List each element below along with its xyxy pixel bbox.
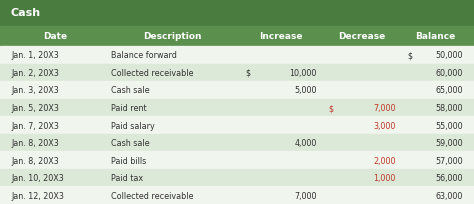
Text: 7,000: 7,000 [373, 103, 395, 112]
Bar [0, 64, 474, 82]
Text: Cash: Cash [10, 8, 41, 18]
Text: Jan. 10, 20X3: Jan. 10, 20X3 [11, 173, 64, 182]
Text: Jan. 7, 20X3: Jan. 7, 20X3 [11, 121, 59, 130]
Text: 63,000: 63,000 [435, 191, 463, 200]
Text: 50,000: 50,000 [435, 51, 463, 60]
Bar [0, 169, 474, 186]
Text: Paid tax: Paid tax [111, 173, 143, 182]
Text: Collected receivable: Collected receivable [111, 69, 193, 78]
Bar [0, 134, 474, 152]
Text: Jan. 12, 20X3: Jan. 12, 20X3 [11, 191, 64, 200]
Bar [0, 186, 474, 204]
Text: 56,000: 56,000 [435, 173, 463, 182]
Text: 4,000: 4,000 [294, 139, 317, 147]
Text: Date: Date [43, 32, 67, 41]
Text: Cash sale: Cash sale [111, 86, 149, 95]
Text: Paid salary: Paid salary [111, 121, 155, 130]
Bar [0, 152, 474, 169]
Text: Jan. 5, 20X3: Jan. 5, 20X3 [11, 103, 59, 112]
Text: Jan. 1, 20X3: Jan. 1, 20X3 [11, 51, 59, 60]
Text: Jan. 8, 20X3: Jan. 8, 20X3 [11, 156, 59, 165]
Text: 7,000: 7,000 [294, 191, 317, 200]
Text: $: $ [245, 69, 250, 78]
Text: $: $ [328, 103, 333, 112]
Text: Decrease: Decrease [338, 32, 385, 41]
Text: 5,000: 5,000 [294, 86, 317, 95]
Text: 59,000: 59,000 [435, 139, 463, 147]
Text: 58,000: 58,000 [435, 103, 463, 112]
Text: 57,000: 57,000 [435, 156, 463, 165]
Text: 60,000: 60,000 [435, 69, 463, 78]
Text: 65,000: 65,000 [435, 86, 463, 95]
Text: Balance: Balance [415, 32, 455, 41]
Text: 10,000: 10,000 [290, 69, 317, 78]
Bar [0, 117, 474, 134]
Text: Collected receivable: Collected receivable [111, 191, 193, 200]
Text: Jan. 8, 20X3: Jan. 8, 20X3 [11, 139, 59, 147]
Text: Description: Description [143, 32, 201, 41]
Text: 55,000: 55,000 [435, 121, 463, 130]
Text: Cash sale: Cash sale [111, 139, 149, 147]
Bar [0, 99, 474, 117]
Text: Increase: Increase [259, 32, 303, 41]
Text: 1,000: 1,000 [373, 173, 395, 182]
Text: Paid bills: Paid bills [111, 156, 146, 165]
Text: 3,000: 3,000 [373, 121, 395, 130]
Text: Jan. 3, 20X3: Jan. 3, 20X3 [11, 86, 59, 95]
Bar [0, 47, 474, 64]
Text: 2,000: 2,000 [373, 156, 395, 165]
Bar [0, 27, 474, 47]
Text: Jan. 2, 20X3: Jan. 2, 20X3 [11, 69, 59, 78]
Bar [0, 0, 474, 27]
Text: $: $ [407, 51, 412, 60]
Bar [0, 82, 474, 99]
Text: Balance forward: Balance forward [111, 51, 177, 60]
Text: Paid rent: Paid rent [111, 103, 146, 112]
